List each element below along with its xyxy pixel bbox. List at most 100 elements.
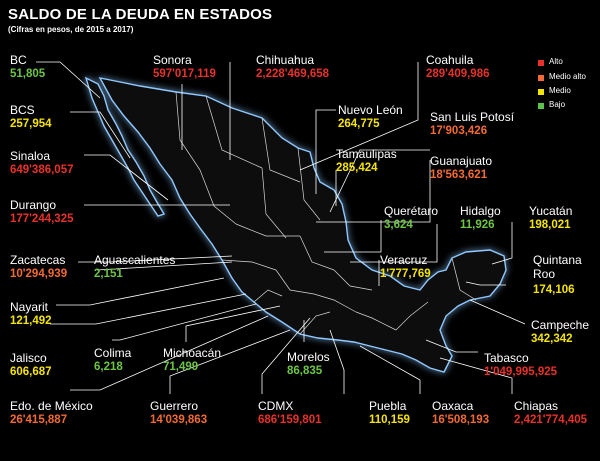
state-value: 2,421'774,405 [514,414,588,426]
state-label: Michoacán 71,499 [163,347,221,374]
state-name: Nuevo León [338,103,403,117]
state-name: Campeche [531,318,590,332]
state-label: Chihuahua 2,228'469,658 [256,54,329,81]
state-name: Yucatán [529,204,573,218]
legend-item-medio: Medio [538,85,589,96]
state-name: Chiapas [514,399,559,413]
legend-label: Alto [549,57,563,66]
state-label: Nuevo León 264,775 [338,104,403,131]
state-label: Querétaro 3,624 [384,205,438,232]
legend-swatch [538,88,544,95]
state-label: BC 51,805 [10,54,45,81]
state-name: Zacatecas [10,253,66,267]
state-label: Zacatecas 10'294,939 [10,254,67,281]
state-borders [175,91,477,335]
state-name: Durango [10,198,57,212]
state-name: Tamaulipas [336,147,397,161]
state-value: 649'386,057 [10,164,74,176]
state-value: 11,926 [460,219,495,231]
state-name: Aguascalientes [94,253,176,267]
state-name: Michoacán [163,346,222,360]
state-label: Jalisco 606,687 [10,352,52,379]
state-label: Tamaulipas 285,424 [336,148,397,175]
state-label: Oaxaca 16'508,193 [432,400,489,427]
state-label: Sinaloa 649'386,057 [10,150,74,177]
state-name: Puebla [369,399,407,413]
state-label: Chiapas 2,421'774,405 [514,400,587,427]
state-value: 121,492 [10,315,52,327]
state-value: 1'049,995,925 [484,366,558,378]
state-value: 6,218 [94,361,123,373]
state-value: 597'017,119 [153,68,216,80]
state-name: Sonora [153,53,192,67]
legend-label: Bajo [549,99,566,109]
state-label: Colima 6,218 [94,347,131,374]
legend-item-alto: Alto [538,57,589,68]
state-name: Veracruz [380,253,428,267]
state-value: 264,775 [338,118,380,130]
page-title: SALDO DE LA DEUDA EN ESTADOS [8,6,273,23]
state-name: Edo. de México [10,399,93,413]
state-name: Guanajuato [430,154,493,168]
legend-swatch [538,75,544,81]
state-value: 71,499 [163,361,199,373]
state-value: 14'039,863 [150,414,208,426]
state-label: Guerrero 14'039,863 [150,400,207,427]
state-label: Campeche 342,342 [531,319,589,346]
state-label: Hidalgo 11,926 [460,205,501,232]
state-name: BCS [10,103,35,117]
legend-swatch [538,102,544,109]
legend-label: Medio [549,85,571,95]
state-label: Durango 177'244,325 [10,199,74,226]
state-name: Colima [94,346,132,360]
legend: Alto Medio alto Medio Bajo [538,57,589,110]
state-label: Sonora 597'017,119 [153,54,216,81]
state-value: 18'563,621 [430,169,488,181]
state-label: Puebla 110,159 [369,400,410,427]
state-name: Sinaloa [10,149,51,163]
state-name: Tabasco [484,351,529,365]
legend-label: Medio alto [549,72,586,81]
state-label: Aguascalientes 2,151 [94,254,175,281]
state-value: 110,159 [369,414,410,426]
state-value: 16'508,193 [432,414,490,426]
state-label: Guanajuato 18'563,621 [430,155,492,182]
state-name: Morelos [287,350,330,364]
state-label: BCS 257,954 [10,104,52,131]
state-value: 342,342 [531,333,573,345]
state-label: Tabasco 1'049,995,925 [484,352,557,379]
state-label: Quintana Roo 174,106 [533,253,593,296]
state-label: San Luis Potosí 17'903,426 [430,111,514,138]
state-label: Yucatán 198,021 [529,205,572,232]
state-name: Querétaro [384,204,439,218]
state-value: 51,805 [10,68,46,80]
state-name: Coahuila [426,53,474,67]
state-value: 177'244,325 [10,213,74,225]
state-name: BC [10,53,27,67]
state-value: 2,151 [94,268,123,280]
state-label: Coahuila 289'409,986 [426,54,490,81]
state-name: San Luis Potosí [430,110,515,124]
state-label: Veracruz 1'777,769 [380,254,431,281]
state-value: 26'415,887 [10,414,68,426]
state-value: 686'159,801 [258,414,322,426]
state-name: Jalisco [10,351,47,365]
state-value: 86,835 [287,365,323,377]
state-name: CDMX [258,399,294,413]
legend-item-medio-alto: Medio alto [538,72,589,82]
state-label: Nayarit 121,492 [10,301,52,328]
state-value: 174,106 [533,283,575,296]
state-label: Edo. de México 26'415,887 [10,400,93,427]
state-value: 606,687 [10,366,52,378]
state-name: Hidalgo [460,204,501,218]
legend-item-bajo: Bajo [538,99,589,110]
page-subtitle: (Cifras en pesos, de 2015 a 2017) [8,25,134,34]
state-value: 2,228'469,658 [256,68,330,80]
state-value: 10'294,939 [10,268,68,280]
state-name: Quintana Roo [533,253,582,281]
state-value: 3,624 [384,219,413,231]
state-name: Guerrero [150,399,199,413]
state-value: 17'903,426 [430,125,488,137]
state-name: Oaxaca [432,399,474,413]
